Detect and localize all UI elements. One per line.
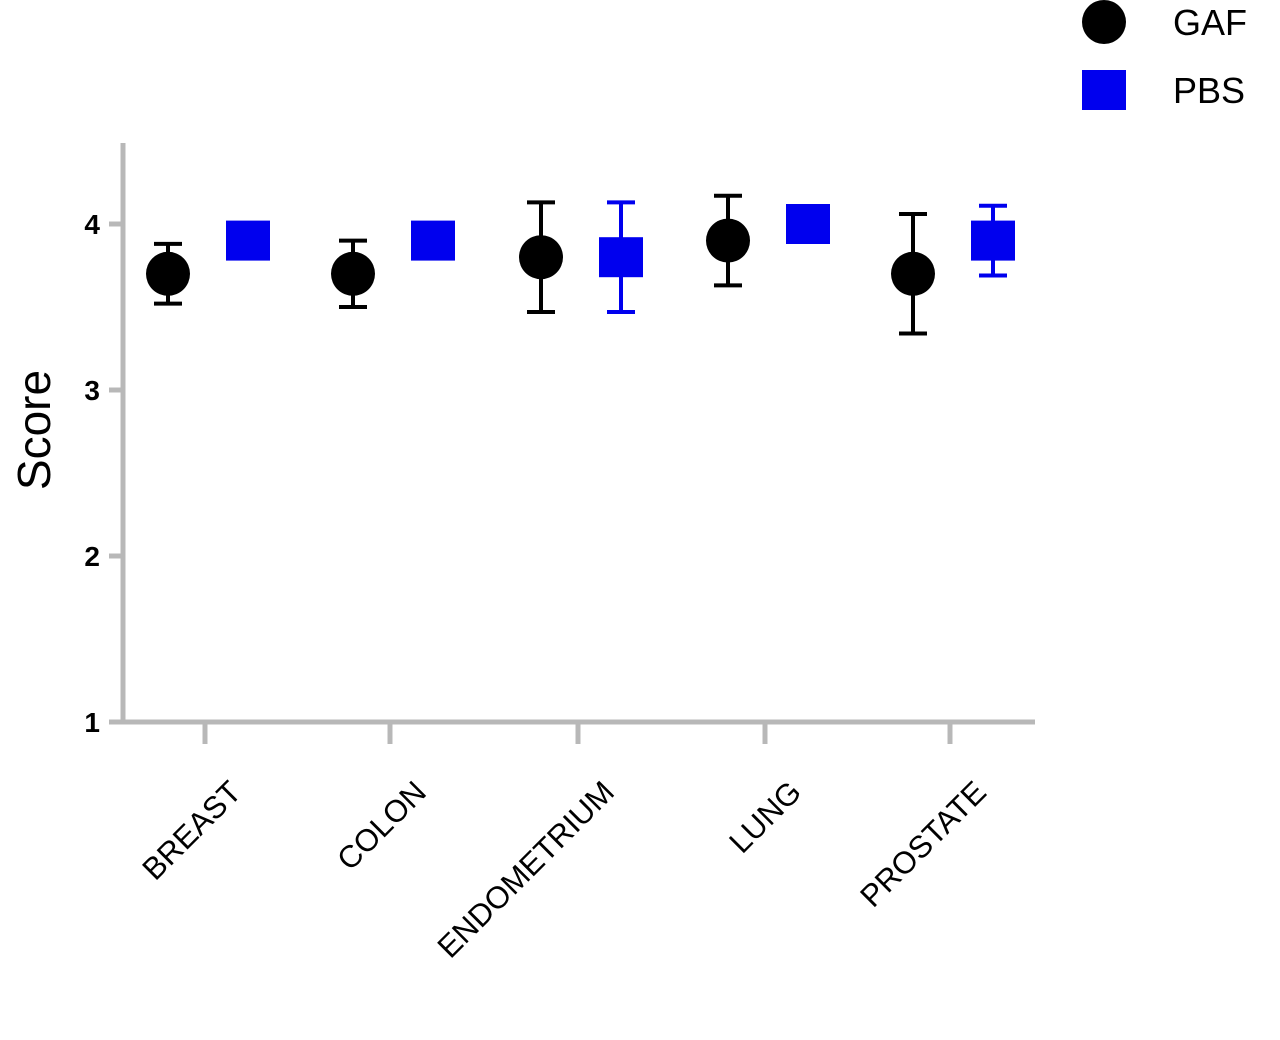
- x-tick-label-lung: LUNG: [722, 774, 808, 860]
- data-point-gaf: [146, 251, 190, 296]
- legend-label-gaf: GAF: [1173, 2, 1247, 43]
- x-tick-label-colon: COLON: [330, 774, 433, 877]
- data-point-gaf: [706, 218, 750, 263]
- legend: GAF PBS: [1082, 0, 1247, 111]
- legend-marker-pbs: [1082, 70, 1126, 110]
- y-axis-title: Score: [8, 370, 60, 490]
- x-tick-label-endometrium: ENDOMETRIUM: [431, 774, 621, 964]
- legend-label-pbs: PBS: [1173, 70, 1245, 111]
- legend-marker-gaf: [1082, 0, 1126, 44]
- data-point-pbs: [599, 237, 643, 278]
- data-point-pbs: [411, 220, 455, 261]
- data-point-pbs: [226, 220, 270, 261]
- y-tick-label: 3: [84, 375, 100, 406]
- data-point-pbs: [786, 204, 830, 244]
- y-tick-label: 1: [84, 707, 100, 738]
- data-point-pbs: [971, 220, 1015, 261]
- y-tick-label: 2: [84, 541, 100, 572]
- data-point-gaf: [519, 235, 563, 280]
- x-tick-label-breast: BREAST: [135, 774, 247, 886]
- data-point-gaf: [891, 251, 935, 296]
- data-marks: [146, 193, 1015, 336]
- x-tick-label-prostate: PROSTATE: [853, 774, 993, 914]
- data-point-gaf: [331, 251, 375, 296]
- y-tick-label: 4: [84, 209, 100, 240]
